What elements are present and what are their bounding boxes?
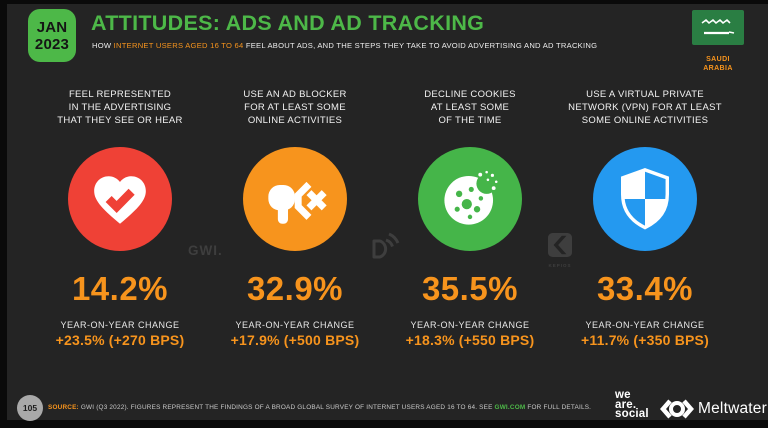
metric-value: 32.9% xyxy=(246,270,344,307)
cookie-icon xyxy=(444,170,498,225)
change-value: +17.9% (+500 BPS) xyxy=(230,332,360,348)
change-label: YEAR-ON-YEAR CHANGE xyxy=(585,320,705,330)
kepios-logo-icon xyxy=(548,233,572,257)
metric-label: DECLINE COOKIES AT LEAST SOME OF THE TIM… xyxy=(424,89,516,126)
metric-label: USE A VIRTUAL PRIVATE NETWORK (VPN) FOR … xyxy=(568,89,722,126)
subtitle-prefix: HOW xyxy=(92,41,114,50)
metric-circle xyxy=(593,147,697,251)
metric-circle xyxy=(243,147,347,251)
page-subtitle: HOW INTERNET USERS AGED 16 TO 64 FEEL AB… xyxy=(92,41,597,50)
metric-label: FEEL REPRESENTED IN THE ADVERTISING THAT… xyxy=(57,89,183,126)
metric-value: 35.5% xyxy=(421,270,519,307)
heart-check-icon xyxy=(94,176,146,224)
slide: JAN 2023 ATTITUDES: ADS AND AD TRACKING … xyxy=(7,4,768,421)
saudi-arabia-flag-icon xyxy=(692,10,744,45)
meltwater-logo-icon xyxy=(660,399,694,419)
kepios-watermark-label: KEPIOS xyxy=(548,263,572,268)
vpn-shield-icon xyxy=(621,168,669,230)
change-value: +11.7% (+350 BPS) xyxy=(581,332,709,348)
page-title: ATTITUDES: ADS AND AD TRACKING xyxy=(91,11,485,35)
metric-circle xyxy=(68,147,172,251)
metric-value: 33.4% xyxy=(596,270,694,307)
page-number-badge: 105 xyxy=(17,395,43,421)
gwi-watermark: GWI. xyxy=(188,243,223,258)
source-suffix: FOR FULL DETAILS. xyxy=(525,404,592,411)
ad-blocker-megaphone-icon xyxy=(268,181,327,224)
source-prefix: SOURCE: xyxy=(48,404,79,411)
meltwater-logo: Meltwater xyxy=(660,398,767,420)
kepios-watermark: KEPIOS xyxy=(544,233,576,268)
metric-column-ad-blocker: USE AN AD BLOCKER FOR AT LEAST SOME ONLI… xyxy=(207,88,383,358)
metric-label: USE AN AD BLOCKER FOR AT LEAST SOME ONLI… xyxy=(243,89,347,126)
subtitle-highlight: INTERNET USERS AGED 16 TO 64 xyxy=(113,41,244,50)
change-label: YEAR-ON-YEAR CHANGE xyxy=(235,320,355,330)
change-label: YEAR-ON-YEAR CHANGE xyxy=(60,320,180,330)
datareportal-watermark-icon xyxy=(372,232,400,259)
metric-column-feel-represented: FEEL REPRESENTED IN THE ADVERTISING THAT… xyxy=(32,88,208,358)
metric-circle xyxy=(418,147,522,251)
metric-value: 14.2% xyxy=(71,270,169,307)
change-label: YEAR-ON-YEAR CHANGE xyxy=(410,320,530,330)
we-are-social-logo: we are. social xyxy=(615,389,649,420)
country-label: SAUDI ARABIA xyxy=(703,56,733,72)
change-value: +18.3% (+550 BPS) xyxy=(405,332,535,348)
change-value: +23.5% (+270 BPS) xyxy=(55,332,185,348)
meltwater-logo-text: Meltwater xyxy=(698,400,767,417)
source-note: SOURCE: GWI (Q3 2022). FIGURES REPRESENT… xyxy=(48,404,591,411)
metric-column-vpn: USE A VIRTUAL PRIVATE NETWORK (VPN) FOR … xyxy=(557,88,733,358)
date-badge: JAN 2023 xyxy=(28,9,76,62)
metric-column-decline-cookies: DECLINE COOKIES AT LEAST SOME OF THE TIM… xyxy=(382,88,558,358)
source-link: GWI.COM xyxy=(494,404,526,411)
source-body: GWI (Q3 2022). FIGURES REPRESENT THE FIN… xyxy=(78,404,495,411)
subtitle-suffix: FEEL ABOUT ADS, AND THE STEPS THEY TAKE … xyxy=(243,41,598,50)
